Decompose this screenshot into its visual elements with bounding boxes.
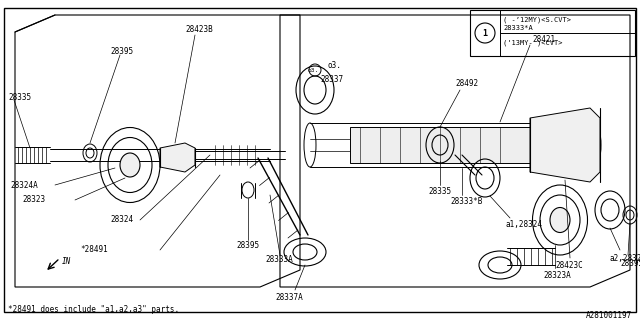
Text: IN: IN	[62, 258, 71, 267]
Text: 28337: 28337	[320, 76, 343, 84]
Ellipse shape	[120, 153, 140, 177]
Text: 28395: 28395	[110, 47, 133, 57]
Text: 28337A: 28337A	[275, 293, 303, 302]
Text: a2,28324A: a2,28324A	[610, 253, 640, 262]
Text: 28395: 28395	[620, 259, 640, 268]
Text: 28324: 28324	[110, 215, 133, 225]
Text: o3.: o3.	[307, 68, 319, 73]
Polygon shape	[160, 143, 195, 172]
Text: *28491 does include "a1,a2,a3" parts.: *28491 does include "a1,a2,a3" parts.	[8, 306, 179, 315]
Text: 28333*A: 28333*A	[503, 25, 532, 31]
Text: 28333A: 28333A	[265, 255, 292, 265]
Text: 28335: 28335	[8, 93, 31, 102]
Text: 1: 1	[483, 28, 488, 37]
Text: 28324A: 28324A	[10, 180, 38, 189]
Text: 28323: 28323	[22, 196, 45, 204]
Text: 28335: 28335	[428, 188, 451, 196]
Bar	[470, 10, 635, 56]
Ellipse shape	[550, 207, 570, 233]
Text: 28421: 28421	[532, 36, 555, 44]
Text: ( -’12MY)<S.CVT>: ( -’12MY)<S.CVT>	[503, 17, 571, 23]
Text: o3.: o3.	[328, 60, 342, 69]
Text: 28323A: 28323A	[543, 270, 571, 279]
Text: ('13MY- )<CVT>: ('13MY- )<CVT>	[503, 40, 563, 46]
Text: a1,28324: a1,28324	[505, 220, 542, 229]
Text: A281001197: A281001197	[586, 310, 632, 319]
Text: 28423B: 28423B	[185, 26, 212, 35]
Text: 28333*B: 28333*B	[450, 197, 483, 206]
Text: 28423C: 28423C	[555, 261, 583, 270]
Text: 28395: 28395	[236, 241, 259, 250]
Text: 28492: 28492	[455, 79, 478, 89]
Polygon shape	[530, 108, 600, 182]
Bar	[350, 127, 530, 163]
Text: *28491: *28491	[80, 245, 108, 254]
